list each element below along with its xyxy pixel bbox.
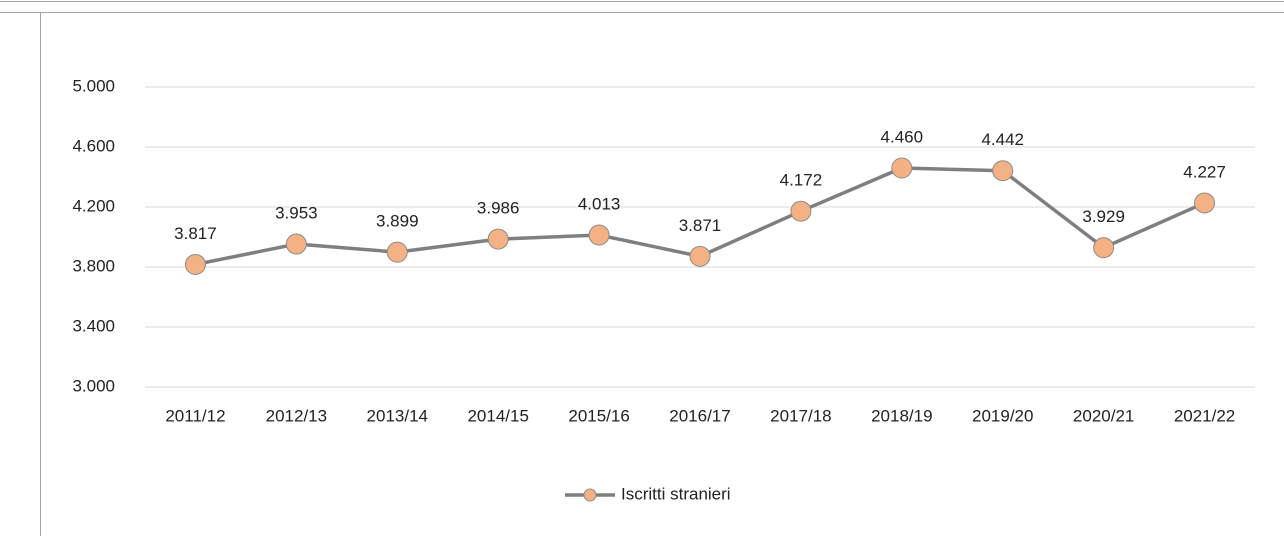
data-label: 3.817 <box>174 224 217 243</box>
x-tick-label: 2013/14 <box>367 406 428 425</box>
point <box>992 160 1014 182</box>
data-label: 4.460 <box>881 127 924 146</box>
x-tick-label: 2019/20 <box>972 406 1033 425</box>
point <box>689 245 711 267</box>
point <box>1194 192 1216 214</box>
data-label: 3.986 <box>477 199 520 218</box>
y-tick-label: 3.000 <box>72 376 115 395</box>
point <box>891 157 913 179</box>
data-label: 4.227 <box>1183 162 1226 181</box>
y-tick-label: 4.600 <box>72 136 115 155</box>
y-tick-label: 3.400 <box>72 316 115 335</box>
data-label: 4.442 <box>981 130 1024 149</box>
x-tick-label: 2014/15 <box>467 406 528 425</box>
x-tick-label: 2015/16 <box>568 406 629 425</box>
data-label: 3.929 <box>1082 207 1125 226</box>
data-label: 3.899 <box>376 212 419 231</box>
point <box>487 228 509 250</box>
data-label: 4.172 <box>780 171 823 190</box>
legend-label: Iscritti stranieri <box>621 484 731 503</box>
data-label: 3.871 <box>679 216 722 235</box>
point <box>790 200 812 222</box>
point <box>386 241 408 263</box>
point <box>184 253 206 275</box>
x-tick-label: 2016/17 <box>669 406 730 425</box>
point <box>285 233 307 255</box>
point <box>588 224 610 246</box>
data-label: 4.013 <box>578 195 621 214</box>
legend-marker <box>583 488 597 502</box>
x-tick-label: 2018/19 <box>871 406 932 425</box>
y-tick-label: 5.000 <box>72 76 115 95</box>
x-tick-label: 2017/18 <box>770 406 831 425</box>
y-tick-label: 4.200 <box>72 196 115 215</box>
x-tick-label: 2021/22 <box>1174 406 1235 425</box>
x-tick-label: 2020/21 <box>1073 406 1134 425</box>
y-tick-label: 3.800 <box>72 256 115 275</box>
data-label: 3.953 <box>275 204 318 223</box>
x-tick-label: 2011/12 <box>165 406 225 425</box>
x-tick-label: 2012/13 <box>266 406 327 425</box>
point <box>1093 237 1115 259</box>
